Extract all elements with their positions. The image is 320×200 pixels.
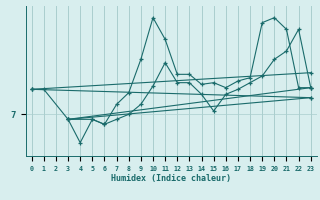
X-axis label: Humidex (Indice chaleur): Humidex (Indice chaleur): [111, 174, 231, 184]
